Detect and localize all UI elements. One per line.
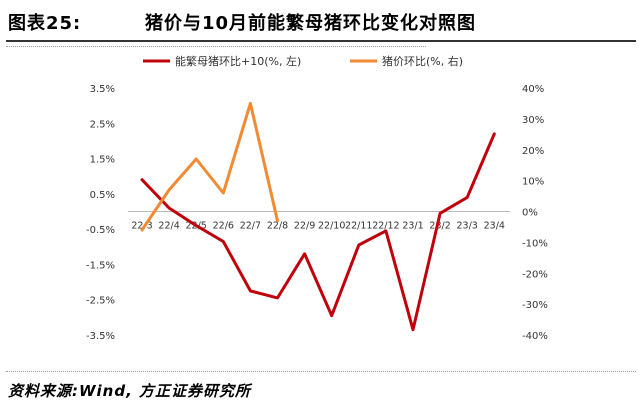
x-axis-tick-label: 22/7 [240, 221, 261, 232]
left-axis-tick-label: -2.5% [86, 296, 115, 307]
series-line-1 [140, 132, 496, 332]
left-axis-tick-label: 0.5% [90, 190, 115, 201]
right-axis-tick-label: -20% [522, 269, 548, 280]
figure-header: 图表25: 猪价与10月前能繁母猪环比变化对照图 [0, 0, 640, 47]
x-axis-tick-label: 23/2 [429, 221, 450, 232]
line-chart: 能繁母猪环比+10(%, 左) 猪价环比(%, 右) 3.5% 2.5% 1.5% 0.5… [86, 54, 548, 342]
right-axis-tick-label: 0% [522, 208, 538, 219]
left-axis-tick-label: 1.5% [90, 155, 115, 166]
legend-label-series-1: 能繁母猪环比+10(%, 左) [175, 54, 301, 68]
x-axis-tick-label: 23/1 [402, 221, 423, 232]
x-axis-tick-label: 22/9 [294, 221, 315, 232]
right-axis-tick-label: 30% [522, 115, 544, 126]
x-axis-tick-label: 22/4 [158, 221, 179, 232]
x-axis-tick-label: 23/3 [457, 221, 478, 232]
legend-label-series-2: 猪价环比(%, 右) [382, 54, 463, 68]
footer-dotted-rule [6, 371, 636, 372]
x-axis-tick-label: 22/8 [267, 221, 288, 232]
right-axis-tick-label: 10% [522, 177, 544, 188]
left-axis-tick-label: 2.5% [90, 119, 115, 130]
x-axis-tick-label: 23/4 [484, 221, 505, 232]
x-axis-tick-label: 22/3 [131, 221, 152, 232]
series-line-2 [140, 101, 279, 232]
left-axis-tick-label: -0.5% [86, 225, 115, 236]
left-axis-tick-label: 3.5% [90, 84, 115, 95]
figure-label: 图表25: [8, 13, 82, 34]
x-axis-tick-label: 22/12 [372, 221, 399, 232]
right-axis-tick-label: 20% [522, 146, 544, 157]
right-axis-tick-label: -30% [522, 300, 548, 311]
left-axis-tick-label: -3.5% [86, 331, 115, 342]
right-axis-tick-label: 40% [522, 84, 544, 95]
source-note: 资料来源:Wind, 方正证券研究所 [8, 382, 252, 400]
x-axis-tick-label: 22/11 [345, 221, 372, 232]
figure-title: 猪价与10月前能繁母猪环比变化对照图 [145, 13, 477, 34]
left-axis-tick-label: -1.5% [86, 260, 115, 271]
right-axis-tick-label: -10% [522, 238, 548, 249]
x-axis-tick-label: 22/10 [318, 221, 345, 232]
right-axis-tick-label: -40% [522, 331, 548, 342]
x-axis-tick-label: 22/6 [213, 221, 234, 232]
header-dotted-rule [6, 46, 426, 47]
header-rule [6, 40, 636, 42]
figure-footer: 资料来源:Wind, 方正证券研究所 [0, 368, 640, 415]
